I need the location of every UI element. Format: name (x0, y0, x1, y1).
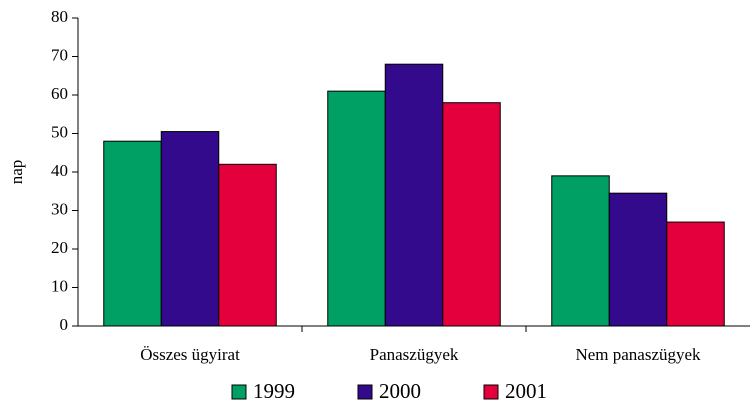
bar (103, 140, 162, 327)
legend-text: 2001 (505, 379, 547, 403)
y-tick-label: 10 (51, 276, 68, 295)
legend-text: 1999 (253, 379, 295, 403)
bar (384, 63, 444, 327)
legend-swatch (483, 384, 499, 400)
y-tick-label: 60 (51, 84, 68, 103)
y-tick-label: 30 (51, 199, 68, 218)
y-tick-label: 80 (51, 7, 68, 26)
y-tick-label: 40 (51, 161, 68, 180)
y-tick-label: 70 (51, 45, 68, 64)
legend-text: 2000 (379, 379, 421, 403)
y-axis-label: nap (7, 160, 26, 185)
bar (608, 192, 668, 327)
x-tick-label: Panaszügyek (370, 345, 459, 364)
bar (666, 221, 725, 327)
x-tick-label: Összes ügyirat (140, 345, 240, 364)
bar (442, 102, 501, 327)
bar (327, 90, 386, 327)
bar (218, 163, 277, 327)
y-tick-label: 0 (60, 315, 69, 334)
y-tick-label: 20 (51, 238, 68, 257)
legend-swatch (357, 384, 373, 400)
x-tick-label: Nem panaszügyek (575, 345, 701, 364)
bar (551, 175, 610, 327)
bar (160, 131, 220, 327)
legend-swatch (231, 384, 247, 400)
y-tick-label: 50 (51, 122, 68, 141)
